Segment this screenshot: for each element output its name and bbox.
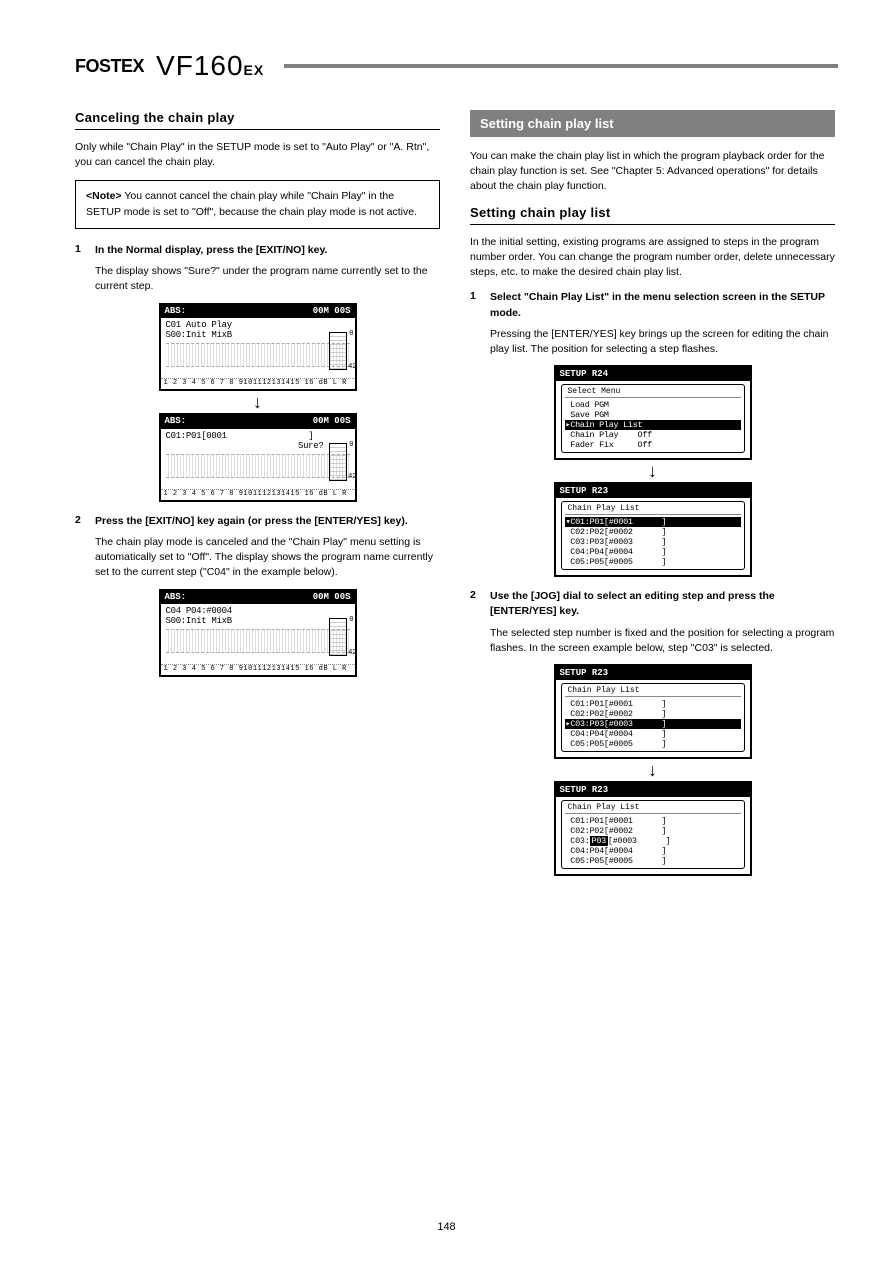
list-item: C01:P01[#0001 ]: [565, 699, 741, 709]
lcd-body: C01 Auto Play S00:Init MixB: [161, 318, 355, 378]
lcd-stack: ABS: 00M 00S C04 P04:#0004 S00:Init MixB…: [75, 589, 440, 678]
lcd-meter: [329, 618, 351, 656]
step-row: 2 Press the [EXIT/NO] key again (or pres…: [75, 514, 440, 529]
step-number: 1: [75, 243, 87, 258]
lcd-setup-screen: SETUP R23 Chain Play List C01:P01[#0001 …: [554, 781, 752, 876]
lcd-topbar: ABS: 00M 00S: [161, 305, 355, 319]
lcd-footer: 1 2 3 4 5 6 7 8 9101112131415 16 dB L R: [161, 378, 355, 389]
arrow-down-icon: ↓: [253, 393, 262, 411]
menu-item: Load PGM: [565, 400, 741, 410]
lcd-setup-top: SETUP R24: [556, 367, 750, 381]
note-text: You cannot cancel the chain play while "…: [86, 190, 417, 217]
rule: [75, 129, 440, 130]
list-item: C05:P05[#0005 ]: [565, 739, 741, 749]
menu-item: Chain Play Off: [565, 430, 741, 440]
columns: Canceling the chain play Only while "Cha…: [75, 110, 838, 888]
lcd-list-box: Chain Play List C01:P01[#0001 ] C02:P02[…: [561, 683, 745, 752]
step-subtext: The display shows "Sure?" under the prog…: [95, 264, 440, 294]
step-row: 1 In the Normal display, press the [EXIT…: [75, 243, 440, 258]
step-number: 2: [470, 589, 482, 619]
lcd-topbar: ABS: 00M 00S: [161, 591, 355, 605]
lcd-stack: ABS: 00M 00S C01 Auto Play S00:Init MixB…: [75, 303, 440, 502]
lcd-setup-top: SETUP R23: [556, 783, 750, 797]
arrow-down-icon: ↓: [648, 761, 657, 779]
step-text: Press the [EXIT/NO] key again (or press …: [95, 514, 440, 529]
step-number: 2: [75, 514, 87, 529]
step-subtext: The chain play mode is canceled and the …: [95, 535, 440, 581]
lcd-topbar: ABS: 00M 00S: [161, 415, 355, 429]
menu-title: Select Menu: [565, 387, 741, 398]
lcd-setup-screen: SETUP R24 Select Menu Load PGM Save PGM …: [554, 365, 752, 460]
page-number: 148: [437, 1221, 455, 1233]
menu-item: Fader Fix Off: [565, 440, 741, 450]
step-subtext: The selected step number is fixed and th…: [490, 626, 835, 656]
lcd-setup-screen: SETUP R23 Chain Play List C01:P01[#0001 …: [554, 664, 752, 759]
lcd-stack: SETUP R24 Select Menu Load PGM Save PGM …: [470, 365, 835, 577]
step-text: Use the [JOG] dial to select an editing …: [490, 589, 835, 619]
brand-logo: FOSTEX: [75, 56, 144, 77]
model-label: VF160EX: [156, 50, 264, 82]
list-item-selected: ▸C03:P03[#0003 ]: [565, 719, 741, 729]
lcd-footer: 1 2 3 4 5 6 7 8 9101112131415 16 dB L R: [161, 664, 355, 675]
lcd-list-box: Chain Play List ▾C01:P01[#0001 ] C02:P02…: [561, 501, 745, 570]
list-item: C04:P04[#0004 ]: [565, 729, 741, 739]
lcd-waveform: [166, 454, 350, 478]
list-item: C02:P02[#0002 ]: [565, 709, 741, 719]
menu-item-selected: ▸Chain Play List: [565, 420, 741, 430]
list-item-selected: ▾C01:P01[#0001 ]: [565, 517, 741, 527]
header-bar: [284, 64, 838, 68]
list-item: C02:P02[#0002 ]: [565, 826, 741, 836]
lcd-stack: SETUP R23 Chain Play List C01:P01[#0001 …: [470, 664, 835, 876]
lcd-waveform: [166, 629, 350, 653]
step-subtext: Pressing the [ENTER/YES] key brings up t…: [490, 327, 835, 357]
list-item: C02:P02[#0002 ]: [565, 527, 741, 537]
list-item-editing: C03:P03[#0003 ]: [565, 836, 741, 846]
list-item: C04:P04[#0004 ]: [565, 846, 741, 856]
lcd-screen: ABS: 00M 00S C01 Auto Play S00:Init MixB…: [159, 303, 357, 392]
step-number: 1: [470, 290, 482, 320]
list-item: C05:P05[#0005 ]: [565, 557, 741, 567]
right-column: Setting chain play list You can make the…: [470, 110, 835, 888]
lcd-meter: [329, 443, 351, 481]
step-text: Select "Chain Play List" in the menu sel…: [490, 290, 835, 320]
page: FOSTEX VF160EX Canceling the chain play …: [0, 0, 893, 918]
intro-text: Only while "Chain Play" in the SETUP mod…: [75, 140, 440, 170]
lcd-waveform: [166, 343, 350, 367]
left-column: Canceling the chain play Only while "Cha…: [75, 110, 440, 888]
lcd-list-box: Chain Play List C01:P01[#0001 ] C02:P02[…: [561, 800, 745, 869]
list-item: C05:P05[#0005 ]: [565, 856, 741, 866]
page-header: FOSTEX VF160EX: [75, 50, 838, 82]
list-item: C01:P01[#0001 ]: [565, 816, 741, 826]
lcd-footer: 1 2 3 4 5 6 7 8 9101112131415 16 dB L R: [161, 489, 355, 500]
list-item: C04:P04[#0004 ]: [565, 547, 741, 557]
lcd-meter: [329, 332, 351, 370]
step-row: 1 Select "Chain Play List" in the menu s…: [470, 290, 835, 320]
menu-item: Save PGM: [565, 410, 741, 420]
section-title: Canceling the chain play: [75, 110, 440, 125]
gray-section-title: Setting chain play list: [470, 110, 835, 137]
lcd-setup-screen: SETUP R23 Chain Play List ▾C01:P01[#0001…: [554, 482, 752, 577]
note-label: <Note>: [86, 190, 122, 202]
lcd-screen: ABS: 00M 00S C04 P04:#0004 S00:Init MixB…: [159, 589, 357, 678]
intro-text: You can make the chain play list in whic…: [470, 149, 835, 195]
rule: [470, 224, 835, 225]
arrow-down-icon: ↓: [648, 462, 657, 480]
lcd-setup-top: SETUP R23: [556, 666, 750, 680]
step-text: In the Normal display, press the [EXIT/N…: [95, 243, 440, 258]
lcd-screen: ABS: 00M 00S C01:P01[0001 ] Sure? 1 2 3 …: [159, 413, 357, 502]
note-box: <Note> You cannot cancel the chain play …: [75, 180, 440, 228]
lcd-menu-box: Select Menu Load PGM Save PGM ▸Chain Pla…: [561, 384, 745, 453]
step-row: 2 Use the [JOG] dial to select an editin…: [470, 589, 835, 619]
lcd-setup-top: SETUP R23: [556, 484, 750, 498]
list-title: Chain Play List: [565, 504, 741, 515]
body-text: In the initial setting, existing program…: [470, 235, 835, 281]
subsection-title: Setting chain play list: [470, 205, 835, 220]
lcd-body: C04 P04:#0004 S00:Init MixB: [161, 604, 355, 664]
list-item: C03:P03[#0003 ]: [565, 537, 741, 547]
list-title: Chain Play List: [565, 686, 741, 697]
list-title: Chain Play List: [565, 803, 741, 814]
lcd-body: C01:P01[0001 ] Sure?: [161, 429, 355, 489]
